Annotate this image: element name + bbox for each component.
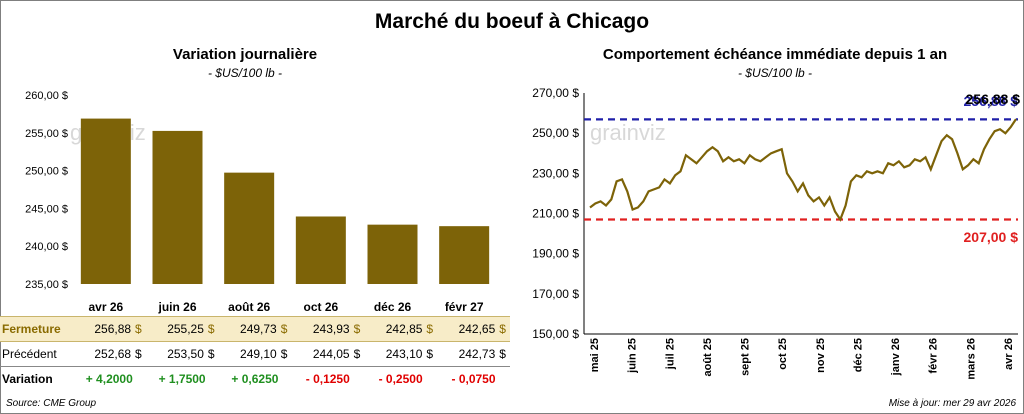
currency: $ [133,316,146,342]
previous-value: 249,10 [218,341,279,367]
y-tick-label: 235,00 $ [25,279,68,291]
currency: $ [278,341,292,367]
y-tick-label: 245,00 $ [25,203,68,215]
source-note: Source: CME Group [6,398,97,409]
stats-table: Fermeture 256,88 $ 255,25 $ 249,73 $ 243,93… [0,316,510,391]
variation-value: - 0,1250 [291,366,365,391]
x-tick-label: sept 25 [740,338,752,376]
currency: $ [497,341,510,367]
x-tick-label: juin 26 [157,300,196,314]
close-value: 242,65 [437,316,498,342]
close-value: 242,85 [364,316,425,342]
close-label: Fermeture [0,316,73,342]
currency: $ [133,341,146,367]
x-tick-label: janv 26 [890,338,902,376]
variation-value: - 0,0750 [437,366,510,391]
left-chart-unit: - $US/100 lb - [207,66,283,80]
variation-value: + 1,7500 [145,366,219,391]
x-tick-label: août 26 [228,300,270,314]
close-value: 255,25 [145,316,206,342]
bar [295,216,346,284]
currency: $ [278,316,292,342]
x-tick-label: déc 25 [852,338,864,372]
currency: $ [205,316,219,342]
x-tick-label: févr 27 [445,300,484,314]
y-tick-label: 250,00 $ [532,126,579,140]
bar [152,130,203,284]
previous-value: 243,10 [364,341,425,367]
previous-value: 242,73 [437,341,498,367]
variation-row: Variation + 4,2000 + 1,7500 + 0,6250 - 0… [0,366,510,391]
previous-value: 253,50 [145,341,206,367]
currency: $ [351,316,365,342]
x-tick-label: juin 25 [627,338,639,374]
bar [367,224,418,284]
left-bar-chart: 235,00 $ 240,00 $ 245,00 $ 250,00 $ 255,00 $… [25,90,490,314]
close-value: 243,93 [291,316,352,342]
y-tick-label: 170,00 $ [532,287,579,301]
x-tick-label: août 25 [702,338,714,377]
price-line [589,118,1017,222]
x-tick-label: mars 26 [965,338,977,380]
close-value: 249,73 [218,316,279,342]
variation-value: + 0,6250 [218,366,292,391]
previous-value: 252,68 [72,341,134,367]
y-tick-label: 250,00 $ [25,166,68,178]
y-tick-label: 150,00 $ [532,327,579,341]
variation-value: + 4,2000 [72,366,146,391]
update-note: Mise à jour: mer 29 avr 2026 [888,398,1016,409]
currency: $ [351,341,365,367]
previous-label: Précédent [0,341,73,367]
bar [224,172,275,284]
y-tick-label: 210,00 $ [532,207,579,221]
y-tick-label: 270,00 $ [532,86,579,100]
y-tick-label: 240,00 $ [25,241,68,253]
right-line-chart: 150,00 $ 170,00 $ 190,00 $ 210,00 $ 230,00 $… [532,86,1021,380]
x-tick-label: nov 25 [815,338,827,373]
x-tick-label: févr 26 [928,338,940,373]
currency: $ [205,341,219,367]
x-tick-label: avr 26 [88,300,123,314]
bar [439,226,490,284]
previous-row: Précédent 252,68 $ 253,50 $ 249,10 $ 244,05… [0,341,510,367]
variation-label: Variation [0,366,73,391]
y-tick-label: 255,00 $ [25,128,68,140]
y-tick-label: 260,00 $ [25,90,68,102]
x-tick-label: juil 25 [664,338,676,370]
x-tick-label: déc 26 [374,300,412,314]
y-tick-label: 230,00 $ [532,166,579,180]
watermark: grainviz [590,120,666,145]
y-tick-label: 190,00 $ [532,247,579,261]
low-label: 207,00 $ [964,229,1019,245]
previous-value: 244,05 [291,341,352,367]
x-tick-label: oct 25 [777,338,789,370]
x-tick-label: mai 25 [589,338,601,372]
bar [80,118,131,285]
high-label: 256,88 $ [964,93,1019,109]
currency: $ [497,316,510,342]
last-price-label: 256,88 $ [966,91,1021,107]
variation-value: - 0,2500 [364,366,438,391]
right-chart-title: Comportement échéance immédiate depuis 1… [602,46,948,63]
x-tick-label: oct 26 [303,300,338,314]
right-chart-unit: - $US/100 lb - [737,66,813,80]
left-chart-title: Variation journalière [172,46,318,63]
close-value: 256,88 [72,316,134,342]
main-title: Marché du boeuf à Chicago [374,10,650,33]
currency: $ [424,316,438,342]
x-tick-label: avr 26 [1003,338,1015,370]
currency: $ [424,341,438,367]
close-row: Fermeture 256,88 $ 255,25 $ 249,73 $ 243,93… [0,316,510,342]
